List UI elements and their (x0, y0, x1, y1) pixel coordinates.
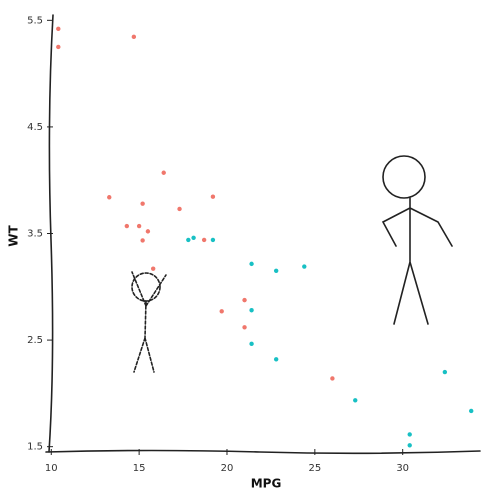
point (407, 432, 412, 437)
point (145, 229, 151, 234)
point (140, 238, 145, 243)
y-tick-label: 4.5 (27, 122, 43, 133)
point (273, 357, 279, 362)
point (210, 194, 216, 199)
point (219, 309, 224, 314)
y-axis-label: WT (7, 224, 21, 246)
y-axis (48, 14, 54, 453)
point (210, 237, 216, 243)
point (140, 201, 145, 206)
point (242, 325, 247, 330)
x-tick-label: 25 (308, 463, 321, 474)
point (249, 261, 254, 267)
point (442, 369, 448, 375)
stick-figure (381, 155, 453, 325)
point (330, 376, 335, 381)
point (353, 398, 358, 403)
point (302, 264, 307, 269)
point (56, 26, 61, 32)
point (249, 308, 254, 313)
point (136, 223, 142, 229)
point (407, 443, 412, 448)
point (191, 235, 196, 240)
x-tick-label: 10 (45, 463, 58, 474)
point (161, 170, 166, 175)
point (249, 341, 254, 347)
point (201, 237, 207, 243)
point (131, 34, 137, 40)
point (177, 206, 182, 212)
point (469, 408, 474, 414)
stick-figure-dashed (131, 271, 167, 373)
point (273, 268, 279, 274)
point (150, 266, 156, 271)
y-tick-label: 1.5 (27, 442, 43, 453)
x-tick-label: 15 (133, 463, 146, 474)
x-axis-label: MPG (251, 477, 282, 491)
y-tick-label: 5.5 (27, 15, 43, 26)
point (242, 297, 247, 303)
y-tick-label: 2.5 (27, 335, 43, 346)
x-axis (45, 449, 481, 455)
y-tick-label: 3.5 (27, 229, 43, 240)
x-tick-label: 30 (396, 463, 409, 474)
x-tick-label: 20 (221, 463, 234, 474)
point (186, 237, 191, 243)
point (107, 195, 112, 200)
point (56, 44, 61, 50)
point (124, 223, 130, 229)
